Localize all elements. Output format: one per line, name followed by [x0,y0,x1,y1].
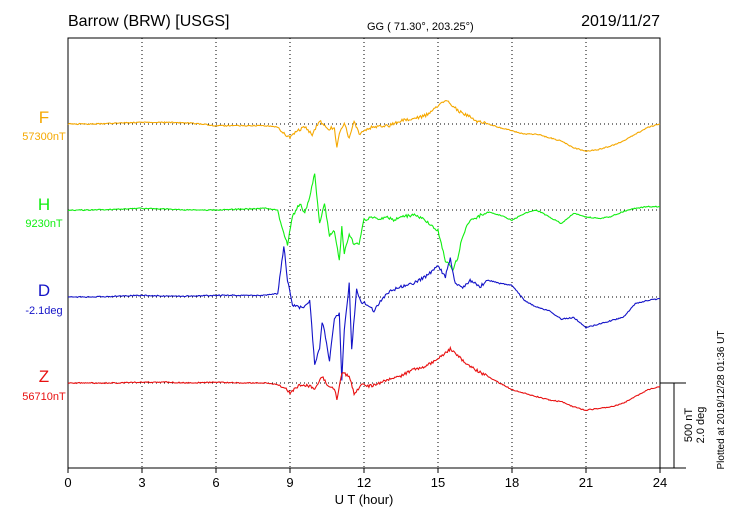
plot-date: 2019/11/27 [581,13,660,30]
scale-bar: 500 nT 2.0 deg [660,382,707,469]
x-tick-label-3: 9 [286,475,293,490]
scale-deg-label: 2.0 deg [695,407,707,444]
series-F-line [67,100,661,152]
plotted-timestamp: Plotted at 2019/12/28 01:36 UT [716,331,727,470]
x-tick-label-2: 6 [212,475,219,490]
series-baseline-H: 9230nT [25,218,63,230]
component-traces [67,100,661,412]
x-tick-label-4: 12 [357,475,371,490]
series-D-line [67,246,661,381]
x-tick-label-1: 3 [138,475,145,490]
series-H-line [67,173,661,272]
series-label-H: H [38,195,50,214]
series-Z-line [67,345,661,412]
series-baseline-Z: 56710nT [22,391,66,403]
component-baselines [68,123,660,384]
component-labels: F 57300nT H 9230nT D -2.1deg Z 56710nT [22,108,66,403]
x-tick-label-6: 18 [505,475,519,490]
series-label-Z: Z [39,367,49,386]
x-tick-label-7: 21 [579,475,593,490]
series-label-F: F [39,108,49,127]
x-axis-ticks: 0 3 6 9 12 15 18 21 24 [64,468,667,490]
series-label-D: D [38,281,50,300]
grid-lines [141,38,587,468]
x-tick-label-0: 0 [64,475,71,490]
series-baseline-F: 57300nT [22,131,66,143]
station-title: Barrow (BRW) [USGS] [68,13,230,30]
x-tick-label-5: 15 [431,475,445,490]
x-axis-title: U T (hour) [335,492,394,507]
scale-nt-label: 500 nT [683,408,695,443]
station-coordinates: GG ( 71.30°, 203.25°) [367,21,474,33]
series-baseline-D: -2.1deg [25,305,62,317]
x-tick-label-8: 24 [653,475,667,490]
